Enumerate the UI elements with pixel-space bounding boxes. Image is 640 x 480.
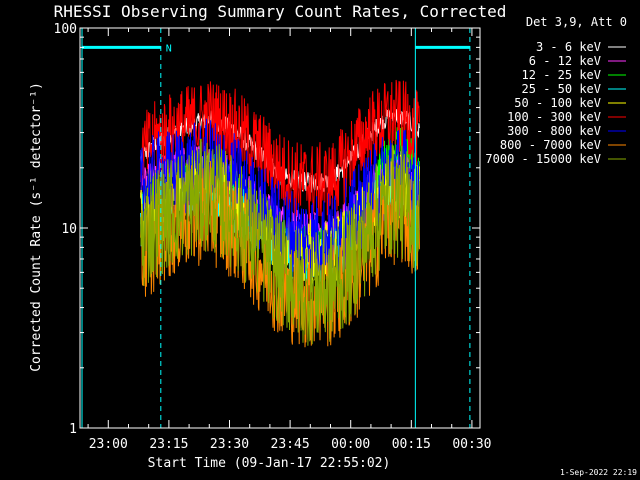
legend-label-2: 6 - 12 keV [529, 54, 601, 68]
legend-label-8: 800 - 7000 keV [500, 138, 601, 152]
legend-label-1: 3 - 6 keV [536, 40, 601, 54]
x-axis-label: Start Time (09-Jan-17 22:55:02) [148, 456, 391, 471]
y-tick-label-1: 1 [69, 422, 77, 437]
x-tick-label: 23:30 [210, 437, 249, 452]
x-tick-label: 00:00 [331, 437, 370, 452]
y-axis-label: Corrected Count Rate (s⁻¹ detector⁻¹) [29, 82, 44, 372]
legend-label-5: 50 - 100 keV [514, 96, 601, 110]
x-tick-label: 00:30 [452, 437, 491, 452]
legend-label-3: 12 - 25 keV [522, 68, 601, 82]
legend-label-9: 7000 - 15000 keV [485, 152, 601, 166]
legend-label-7: 300 - 800 keV [507, 124, 601, 138]
axes: 100 10 1 23:00 23:15 23:30 23:45 00:00 00:15 00:3… [54, 22, 492, 452]
y-tick-label-10: 10 [61, 222, 77, 237]
x-tick-label: 23:45 [271, 437, 310, 452]
x-tick-label: 23:15 [149, 437, 188, 452]
y-tick-label-100: 100 [54, 22, 77, 37]
series-line-6 [140, 79, 420, 220]
x-tick-label: 00:15 [392, 437, 431, 452]
marker-n-label: N [166, 43, 172, 54]
timestamp: 1-Sep-2022 22:19 [560, 468, 637, 477]
legend-label-6: 100 - 300 keV [507, 110, 601, 124]
legend-header: Det 3,9, Att 0 [526, 15, 627, 29]
legend-label-4: 25 - 50 keV [522, 82, 601, 96]
x-tick-label: 23:00 [89, 437, 128, 452]
series-line-9 [140, 138, 420, 346]
chart-title: RHESSI Observing Summary Count Rates, Co… [54, 2, 507, 21]
